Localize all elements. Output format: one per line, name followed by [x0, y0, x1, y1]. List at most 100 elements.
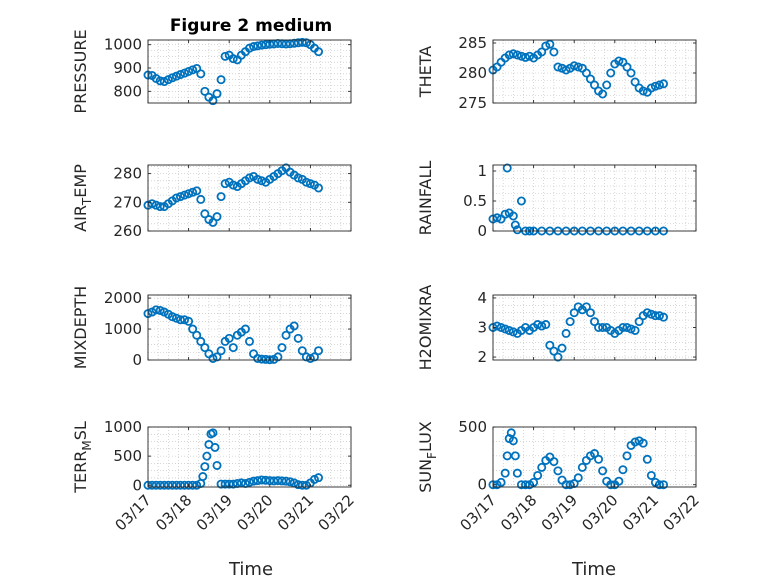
y-tick-label: 2000: [104, 289, 142, 307]
data-point: [630, 437, 640, 447]
data-point: [508, 327, 518, 337]
data-point: [557, 475, 567, 485]
data-point: [297, 346, 307, 356]
data-point: [305, 179, 315, 189]
axes-box: [147, 164, 352, 232]
y-axis-label: H2OMIXRA: [416, 285, 435, 371]
data-point: [261, 354, 271, 364]
data-point: [301, 352, 311, 362]
figure-title: Figure 2 medium: [170, 16, 332, 36]
data-point: [553, 466, 563, 476]
y-axis-label-part: SUN: [416, 459, 435, 493]
data-point: [504, 50, 514, 60]
data-point: [200, 343, 210, 353]
data-point: [202, 451, 212, 461]
data-point: [553, 352, 563, 362]
data-point: [198, 472, 208, 482]
y-tick-label: 280: [113, 165, 142, 183]
y-tick-label: 800: [113, 82, 142, 100]
y-axis-label-part: SL: [71, 421, 90, 440]
data-point: [650, 311, 660, 321]
data-point: [496, 477, 506, 487]
data-point: [196, 336, 206, 346]
data-point: [520, 480, 530, 490]
data-point: [577, 462, 587, 472]
axes-box: [147, 294, 352, 361]
data-point: [314, 47, 324, 57]
data-point: [200, 209, 210, 219]
data-point: [175, 480, 185, 490]
data-point: [147, 199, 157, 209]
y-tick-label: 0: [132, 476, 142, 494]
data-point: [228, 479, 238, 489]
data-point: [659, 79, 669, 89]
data-point: [581, 302, 591, 312]
data-point: [244, 173, 254, 183]
data-point: [618, 465, 628, 475]
y-tick-label: 1000: [104, 320, 142, 338]
data-point: [638, 438, 648, 448]
data-point: [516, 51, 526, 61]
data-point: [171, 71, 181, 81]
x-tick-label: 03/17: [112, 491, 155, 534]
data-point: [309, 352, 319, 362]
y-axis-label-part: TERR: [71, 451, 90, 494]
y-tick-label: 900: [113, 59, 142, 77]
y-axis-label-part: RAINFALL: [416, 161, 435, 236]
data-point: [626, 68, 636, 78]
data-point: [500, 209, 510, 219]
data-point: [659, 480, 669, 490]
data-point: [594, 322, 604, 332]
data-point: [180, 190, 190, 200]
data-point: [167, 73, 177, 83]
data-point: [184, 316, 194, 326]
data-point: [622, 322, 632, 332]
axes-box: [492, 164, 697, 232]
x-tick-label: 03/19: [538, 491, 581, 534]
data-point: [224, 333, 234, 343]
data-point: [585, 74, 595, 84]
data-point: [253, 476, 263, 486]
data-point: [151, 480, 161, 490]
y-axis-label-part: PRESSURE: [71, 29, 90, 113]
data-point: [569, 61, 579, 71]
data-point: [314, 183, 324, 193]
data-point: [277, 343, 287, 353]
data-point: [549, 457, 559, 467]
data-point: [293, 38, 303, 48]
data-point: [293, 480, 303, 490]
data-point: [553, 62, 563, 72]
data-point: [545, 39, 555, 49]
data-point: [659, 312, 669, 322]
data-point: [216, 479, 226, 489]
data-point: [208, 96, 218, 106]
data-point: [175, 70, 185, 80]
x-tick-label: 03/22: [315, 491, 358, 534]
data-point: [590, 317, 600, 327]
data-point: [506, 428, 516, 438]
data-point: [549, 346, 559, 356]
x-tick-label: 03/21: [619, 491, 662, 534]
data-point: [504, 325, 514, 335]
data-point: [151, 200, 161, 210]
data-point: [650, 81, 660, 91]
data-point: [565, 480, 575, 490]
data-point: [167, 312, 177, 322]
x-tick-label: 03/22: [660, 491, 703, 534]
data-point: [500, 468, 510, 478]
data-point: [590, 449, 600, 459]
data-point: [541, 320, 551, 330]
data-point: [281, 330, 291, 340]
axes-box: [147, 426, 352, 488]
data-point: [257, 475, 267, 485]
data-point: [502, 163, 512, 173]
y-axis-label-part: M: [80, 440, 94, 450]
y-axis-label-part: LUX: [416, 421, 435, 452]
data-point: [253, 174, 263, 184]
data-point: [512, 468, 522, 478]
data-point: [305, 353, 315, 363]
data-point: [646, 470, 656, 480]
y-tick-label: 1000: [104, 418, 142, 436]
